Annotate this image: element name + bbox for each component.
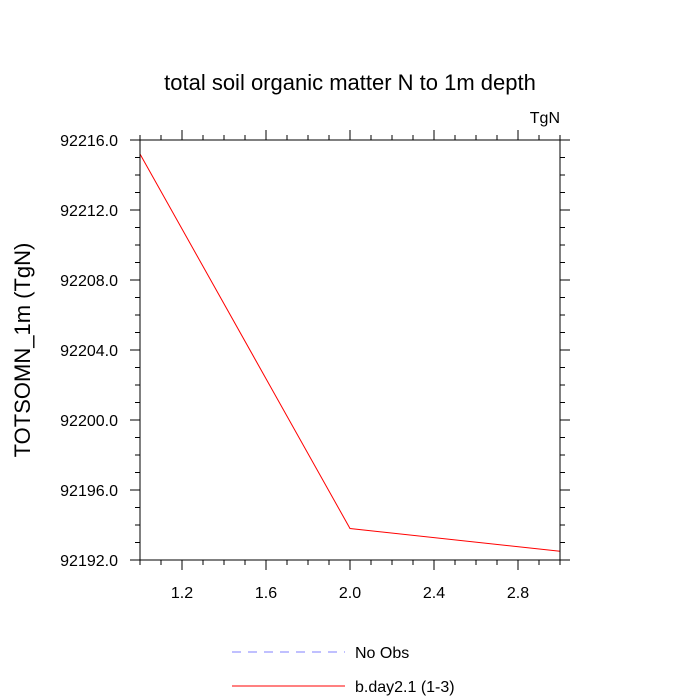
units-label: TgN — [530, 110, 560, 127]
y-tick-label: 92196.0 — [60, 483, 118, 500]
y-tick-label: 92192.0 — [60, 553, 118, 570]
x-tick-label: 2.0 — [339, 585, 361, 602]
y-tick-label: 92204.0 — [60, 343, 118, 360]
axes: 1.2 1.6 2.0 2.4 2.8 92192.0 92196.0 92200.0 9220… — [60, 130, 570, 602]
legend: No Obs b.day2.1 (1-3) — [232, 645, 455, 696]
legend-label: No Obs — [355, 645, 409, 662]
x-tick-label: 2.8 — [507, 585, 529, 602]
x-tick-label: 2.4 — [423, 585, 445, 602]
y-tick-label: 92208.0 — [60, 273, 118, 290]
y-tick-label: 92200.0 — [60, 413, 118, 430]
x-tick-label: 1.6 — [255, 585, 277, 602]
y-axis-label: TOTSOMN_1m (TgN) — [10, 243, 35, 458]
y-tick-label: 92212.0 — [60, 203, 118, 220]
x-tick-label: 1.2 — [171, 585, 193, 602]
plot-lines — [139, 153, 561, 552]
plot-frame — [139, 139, 561, 561]
y-tick-label: 92216.0 — [60, 133, 118, 150]
series-line — [139, 153, 561, 552]
legend-label: b.day2.1 (1-3) — [355, 679, 455, 696]
chart-title: total soil organic matter N to 1m depth — [164, 70, 536, 95]
